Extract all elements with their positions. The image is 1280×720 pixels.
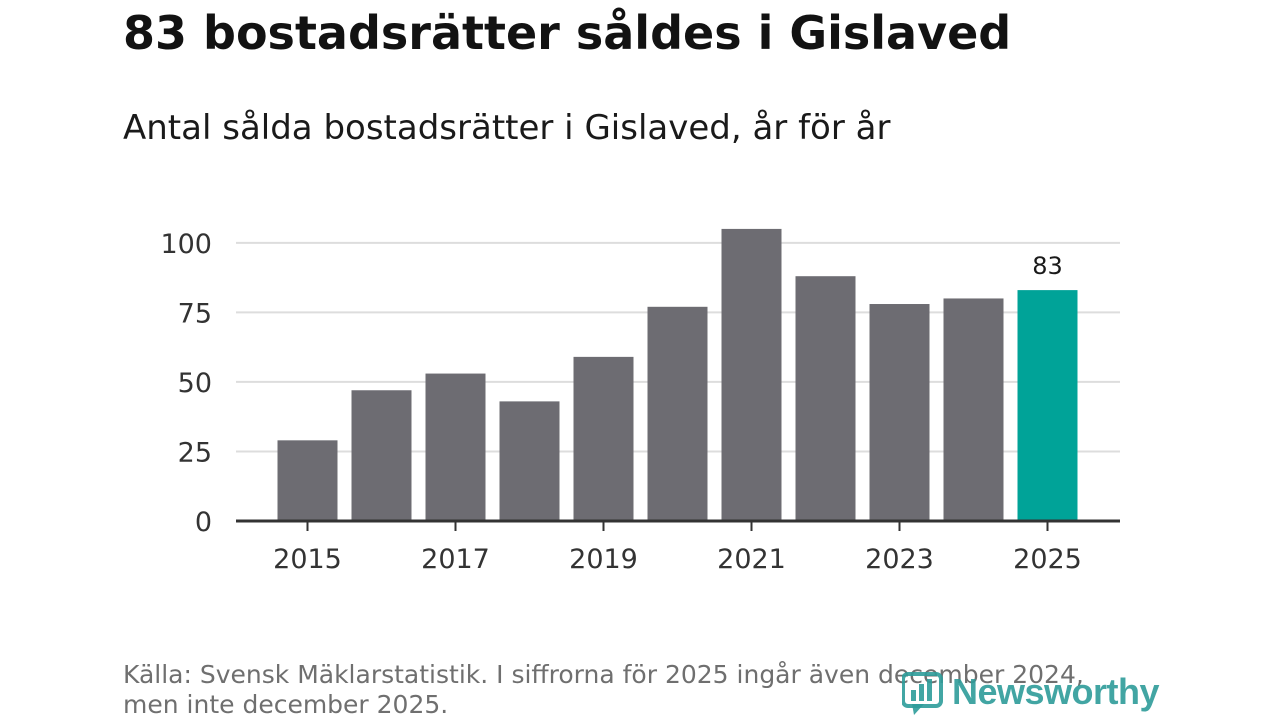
y-tick-label-50: 50 [178,368,212,399]
bar-2019 [573,356,634,521]
y-tick-label-0: 0 [195,507,212,538]
y-tick-label-100: 100 [160,229,212,260]
y-tick-label-75: 75 [178,298,212,329]
x-tick-label-2019: 2019 [569,544,638,575]
x-tick-label-2025: 2025 [1013,544,1082,575]
labels: 0 25 50 75 100 2015 2017 2019 2021 2023 2025 83 [160,229,1081,575]
x-tick-label-2021: 2021 [717,544,786,575]
chart-title: 83 bostadsrätter såldes i Gislaved [123,6,1012,60]
bar-2025 [1017,290,1078,521]
x-tick-label-2015: 2015 [273,544,342,575]
bar-2021 [721,228,782,521]
bar-2015 [277,440,338,521]
axes [236,519,1120,531]
x-tick-label-2023: 2023 [865,544,934,575]
y-tick-label-25: 25 [178,437,212,468]
bar-2016 [351,390,412,521]
logo-text: Newsworthy [952,671,1160,712]
bar-2020 [647,306,708,521]
newsworthy-logo: Newsworthy [902,668,1160,716]
bar-2022 [795,276,856,521]
newsworthy-chart-icon [902,672,943,715]
bar-2024 [943,298,1004,521]
x-tick-label-2017: 2017 [421,544,490,575]
bar-chart: 0 25 50 75 100 2015 2017 2019 2021 2023 2025 83 [160,228,1120,575]
bar-2023 [869,304,930,521]
chart-subtitle: Antal sålda bostadsrätter i Gislaved, år… [123,108,891,148]
bar-2017 [425,373,486,521]
bar-2018 [499,401,560,521]
bars [277,228,1078,521]
data-label-2025: 83 [1032,252,1063,280]
